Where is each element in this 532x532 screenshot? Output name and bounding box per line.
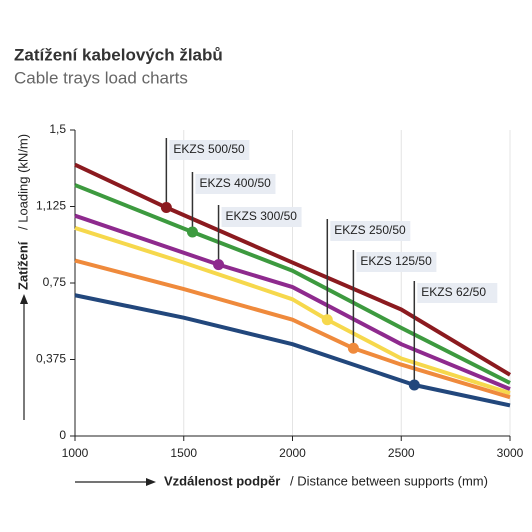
label-box	[195, 174, 276, 194]
marker	[186, 226, 198, 238]
series-line	[74, 213, 511, 391]
series-label: EKZS 250/50	[334, 223, 406, 237]
y-label-main: Zatížení	[15, 241, 30, 290]
x-tick-label: 2000	[279, 446, 306, 460]
series-line	[74, 183, 511, 385]
y-tick-label: 1,125	[36, 199, 66, 213]
series-line	[74, 162, 512, 377]
x-arrow-head	[146, 478, 156, 486]
series-label: EKZS 62/50	[421, 285, 486, 299]
x-tick-label: 2500	[388, 446, 415, 460]
chart-title: Zatížení kabelových žlabů	[14, 45, 223, 64]
label-box	[169, 140, 250, 160]
chart-subtitle: Cable trays load charts	[14, 68, 188, 87]
x-label-sub: / Distance between supports (mm)	[290, 473, 488, 488]
y-tick-label: 0,375	[36, 352, 66, 366]
x-tick-label: 1500	[170, 446, 197, 460]
marker	[160, 202, 172, 214]
series-line	[74, 293, 511, 408]
y-tick-label: 0	[59, 428, 66, 442]
y-arrow-head	[20, 294, 28, 304]
series-label: EKZS 125/50	[360, 254, 432, 268]
series-label: EKZS 300/50	[226, 209, 298, 223]
x-label-main: Vzdálenost podpěr	[164, 473, 280, 488]
x-tick-label: 1000	[62, 446, 89, 460]
y-tick-label: 1,5	[49, 122, 66, 136]
label-box	[330, 221, 411, 241]
y-label-sub: / Loading (kN/m)	[15, 134, 30, 230]
series-label: EKZS 500/50	[173, 142, 245, 156]
y-axis-title: Zatížení / Loading (kN/m)	[15, 134, 30, 290]
marker	[408, 379, 420, 391]
marker	[347, 342, 359, 354]
series-line	[74, 258, 511, 400]
series-line	[74, 226, 511, 396]
series-label: EKZS 400/50	[199, 176, 271, 190]
label-box	[221, 207, 302, 227]
label-box	[356, 252, 437, 272]
marker	[321, 314, 333, 326]
label-box	[417, 283, 498, 303]
y-tick-label: 0,75	[43, 275, 67, 289]
marker	[213, 259, 225, 271]
x-tick-label: 3000	[497, 446, 524, 460]
